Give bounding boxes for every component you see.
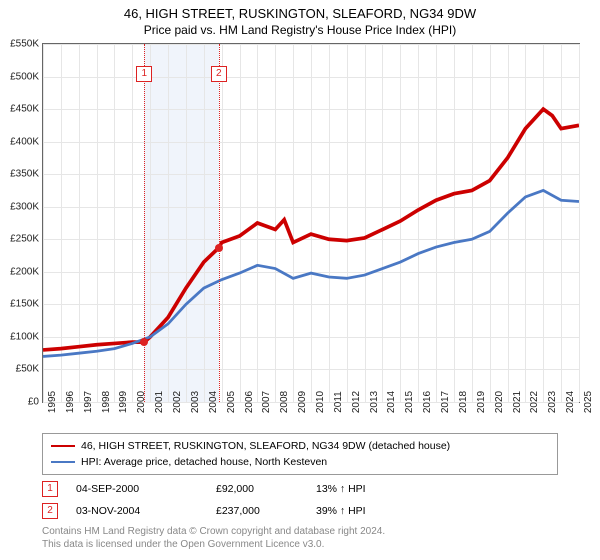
y-tick-label: £150K	[10, 299, 43, 310]
sale-marker-box: 2	[211, 66, 227, 82]
x-tick-label: 2020	[490, 391, 505, 413]
x-tick-label: 2022	[525, 391, 540, 413]
gridline-v	[579, 44, 580, 402]
chart-area: £0£50K£100K£150K£200K£250K£300K£350K£400…	[42, 43, 580, 403]
chart-container: 46, HIGH STREET, RUSKINGTON, SLEAFORD, N…	[0, 0, 600, 560]
page-subtitle: Price paid vs. HM Land Registry's House …	[0, 23, 600, 37]
x-tick-label: 1997	[79, 391, 94, 413]
y-tick-label: £200K	[10, 266, 43, 277]
legend-swatch	[51, 461, 75, 463]
y-tick-label: £0	[28, 397, 43, 408]
legend-swatch	[51, 445, 75, 447]
attribution-line: Contains HM Land Registry data © Crown c…	[42, 525, 558, 538]
sale-index-box: 1	[42, 481, 58, 497]
x-tick-label: 2010	[311, 391, 326, 413]
sale-marker-line	[219, 44, 220, 402]
x-tick-label: 2003	[186, 391, 201, 413]
legend-label: HPI: Average price, detached house, Nort…	[81, 456, 327, 468]
x-tick-label: 2017	[436, 391, 451, 413]
chart-svg	[43, 44, 579, 402]
x-tick-label: 2015	[400, 391, 415, 413]
y-tick-label: £450K	[10, 104, 43, 115]
x-tick-label: 2004	[204, 391, 219, 413]
y-tick-label: £100K	[10, 331, 43, 342]
sale-index-box: 2	[42, 503, 58, 519]
x-tick-label: 2007	[257, 391, 272, 413]
x-tick-label: 1995	[43, 391, 58, 413]
sale-delta: 39% ↑ HPI	[316, 505, 366, 517]
y-tick-label: £400K	[10, 136, 43, 147]
y-tick-label: £300K	[10, 201, 43, 212]
sale-row: 2 03-NOV-2004£237,00039% ↑ HPI	[42, 503, 558, 519]
x-tick-label: 2023	[543, 391, 558, 413]
y-tick-label: £250K	[10, 234, 43, 245]
x-tick-label: 2024	[561, 391, 576, 413]
x-tick-label: 1996	[61, 391, 76, 413]
x-tick-label: 2006	[240, 391, 255, 413]
plot-region: £0£50K£100K£150K£200K£250K£300K£350K£400…	[42, 43, 580, 403]
y-tick-label: £550K	[10, 39, 43, 50]
x-tick-label: 1998	[97, 391, 112, 413]
attribution-line: This data is licensed under the Open Gov…	[42, 538, 558, 551]
sale-marker-box: 1	[136, 66, 152, 82]
x-tick-label: 2021	[508, 391, 523, 413]
legend-item: HPI: Average price, detached house, Nort…	[51, 454, 549, 470]
sale-marker-dot	[215, 244, 223, 252]
sale-price: £237,000	[216, 505, 316, 517]
x-tick-label: 2009	[293, 391, 308, 413]
x-tick-label: 2013	[365, 391, 380, 413]
x-tick-label: 2016	[418, 391, 433, 413]
page-title: 46, HIGH STREET, RUSKINGTON, SLEAFORD, N…	[0, 6, 600, 21]
x-tick-label: 2005	[222, 391, 237, 413]
sale-date: 03-NOV-2004	[76, 505, 216, 517]
legend-item: 46, HIGH STREET, RUSKINGTON, SLEAFORD, N…	[51, 438, 549, 454]
x-tick-label: 2002	[168, 391, 183, 413]
attribution: Contains HM Land Registry data © Crown c…	[42, 525, 558, 551]
sales-table: 1 04-SEP-2000£92,00013% ↑ HPI 2 03-NOV-2004…	[42, 481, 558, 519]
y-tick-label: £50K	[16, 364, 43, 375]
y-tick-label: £350K	[10, 169, 43, 180]
x-tick-label: 1999	[114, 391, 129, 413]
legend-label: 46, HIGH STREET, RUSKINGTON, SLEAFORD, N…	[81, 440, 450, 452]
x-tick-label: 2001	[150, 391, 165, 413]
sale-delta: 13% ↑ HPI	[316, 483, 366, 495]
x-tick-label: 2019	[472, 391, 487, 413]
sale-marker-dot	[140, 338, 148, 346]
x-tick-label: 2012	[347, 391, 362, 413]
sale-price: £92,000	[216, 483, 316, 495]
series-hpi	[43, 190, 579, 356]
sale-row: 1 04-SEP-2000£92,00013% ↑ HPI	[42, 481, 558, 497]
legend: 46, HIGH STREET, RUSKINGTON, SLEAFORD, N…	[42, 433, 558, 475]
x-tick-label: 2018	[454, 391, 469, 413]
x-tick-label: 2008	[275, 391, 290, 413]
series-price_paid	[43, 109, 579, 350]
x-tick-label: 2025	[579, 391, 594, 413]
y-tick-label: £500K	[10, 71, 43, 82]
sale-date: 04-SEP-2000	[76, 483, 216, 495]
sale-marker-line	[144, 44, 145, 402]
x-tick-label: 2014	[382, 391, 397, 413]
x-tick-label: 2011	[329, 391, 344, 413]
